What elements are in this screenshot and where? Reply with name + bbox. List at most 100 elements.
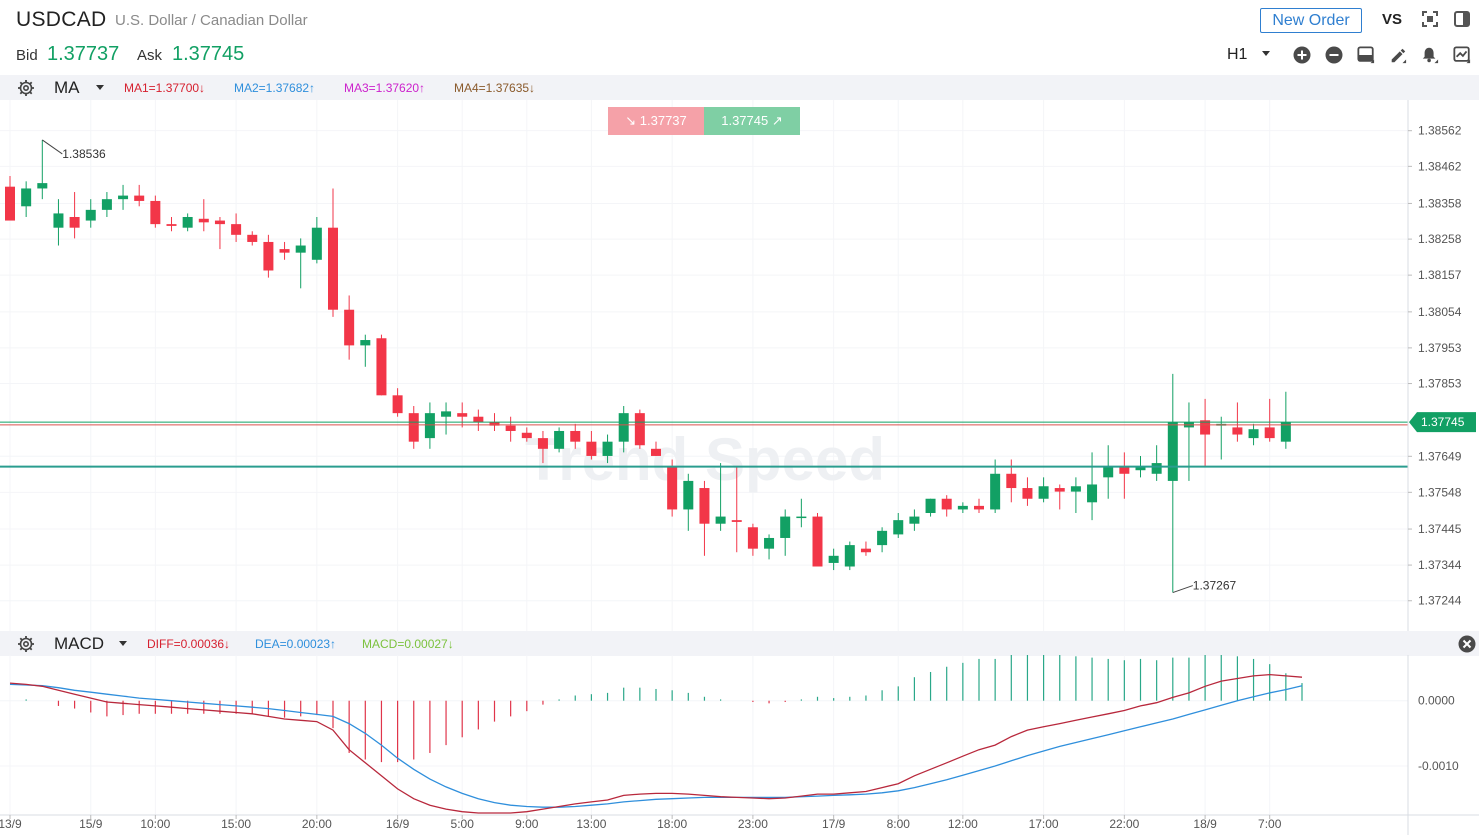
candle-body [1151, 463, 1162, 474]
candle-body [860, 548, 871, 553]
candle-body [166, 224, 177, 226]
macd-hist-value: MACD=0.00027↓ [362, 637, 454, 651]
candle-body [683, 480, 694, 510]
price-axis: 1.38562 1.38462 1.38358 1.38258 1.38157 1.380… [1407, 100, 1476, 631]
chevron-down-icon[interactable] [1262, 51, 1270, 56]
bid-label: Bid [16, 47, 38, 64]
price-tick-label: 1.38562 [1418, 124, 1462, 138]
timeframe-select[interactable]: H1 [1227, 46, 1248, 63]
macd-tick-label: 0.0000 [1418, 694, 1455, 708]
time-tick-label: 12:00 [948, 817, 978, 831]
candle-body [634, 413, 645, 446]
time-tick-label: 22:00 [1109, 817, 1139, 831]
time-tick-label: 9:00 [515, 817, 539, 831]
chart-type-icon[interactable] [1357, 46, 1375, 64]
candle-body [909, 516, 920, 524]
candle-body [925, 498, 936, 514]
candle-body [85, 209, 96, 221]
close-icon[interactable] [1458, 635, 1476, 658]
quick-buy-price: 1.37745 [721, 113, 769, 128]
candle-body [198, 218, 209, 223]
arrow-down-right-icon: ↘ [625, 113, 637, 128]
candle-body [214, 220, 225, 225]
price-tick-label: 1.37244 [1418, 594, 1462, 608]
vs-compare-button[interactable]: VS [1382, 11, 1403, 28]
macd-axis: 0.0000 -0.0010 [0, 655, 1479, 835]
candle-body [441, 411, 452, 417]
price-tick-label: 1.38462 [1418, 159, 1462, 173]
price-tick-label: 1.38157 [1418, 268, 1462, 282]
candle-body [101, 199, 112, 210]
candle-body [505, 425, 516, 431]
indicator-icon[interactable] [1453, 46, 1471, 64]
zoom-out-icon[interactable] [1325, 46, 1343, 64]
macd-diff-value: DIFF=0.00036↓ [147, 637, 231, 651]
panel-toggle-icon[interactable] [1453, 10, 1471, 28]
candle-body [118, 195, 129, 200]
candles [5, 139, 1291, 593]
new-order-button[interactable]: New Order [1260, 8, 1362, 33]
candle-body [53, 213, 64, 228]
symbol-title: USDCAD [16, 8, 107, 31]
candle-body [537, 438, 548, 449]
quick-sell-button[interactable]: ↘ 1.37737 [608, 107, 704, 135]
ma-indicator-name[interactable]: MA [54, 78, 80, 97]
candle-body [1038, 486, 1049, 499]
time-tick-label: 13:00 [576, 817, 606, 831]
candle-body [796, 516, 807, 519]
candle-body [1070, 486, 1081, 492]
ma-settings-gear-icon[interactable] [17, 79, 35, 102]
candle-body [1135, 466, 1146, 471]
price-tick-label: 1.38358 [1418, 196, 1462, 210]
candle-body [263, 241, 274, 271]
price-tick-label: 1.37445 [1418, 522, 1462, 536]
candle-body [812, 516, 823, 567]
candle-body [1006, 473, 1017, 489]
price-chart[interactable]: Trend Speed 1.38536 1.37267 1.38562 1.3846… [0, 100, 1479, 631]
quick-buy-button[interactable]: 1.37745 ↗ [704, 107, 800, 135]
macd-dea-value: DEA=0.00023↑ [255, 637, 337, 651]
candle-body [295, 245, 306, 253]
time-tick-label: 7:00 [1258, 817, 1282, 831]
price-tick-label: 1.37853 [1418, 377, 1462, 391]
candle-body [182, 216, 193, 228]
candle-body [489, 422, 500, 426]
ma2-value: MA2=1.37682↑ [234, 81, 316, 95]
ask-label: Ask [137, 47, 163, 64]
candle-body [957, 505, 968, 510]
candle-body [828, 555, 839, 563]
diff-line [9, 673, 1303, 814]
price-tick-label: 1.37548 [1418, 485, 1462, 499]
macd-settings-gear-icon[interactable] [17, 635, 35, 658]
fullscreen-icon[interactable] [1421, 10, 1439, 28]
candle-body [893, 520, 904, 535]
macd-indicator-name[interactable]: MACD [54, 634, 105, 653]
macd-chevron-down-icon[interactable] [119, 641, 127, 646]
time-tick-label: 15/9 [79, 817, 103, 831]
candle-body [877, 530, 888, 546]
price-tick-label: 1.37344 [1418, 558, 1462, 572]
ma-chevron-down-icon[interactable] [96, 85, 104, 90]
candle-body [941, 498, 952, 510]
candle-body [990, 473, 1001, 510]
draw-pen-icon[interactable] [1389, 46, 1407, 64]
candle-body [764, 537, 775, 549]
zoom-in-icon[interactable] [1293, 46, 1311, 64]
ask-value: 1.37745 [172, 43, 245, 65]
alert-bell-icon[interactable] [1421, 46, 1439, 64]
arrow-up-right-icon: ↗ [771, 113, 783, 128]
macd-chart[interactable]: 0.0000 -0.0010 13/9 15/9 10:00 15:00 20:00 16/… [0, 655, 1479, 835]
price-tick-label: 1.37953 [1418, 341, 1462, 355]
current-price-tag [1409, 412, 1476, 433]
price-lines [0, 421, 1408, 468]
candle-body [651, 448, 661, 456]
high-marker-label: 1.38536 [62, 147, 106, 161]
ma4-value: MA4=1.37635↓ [454, 81, 536, 95]
hilo-markers: 1.38536 1.37267 [42, 139, 1237, 594]
macd-grid [0, 655, 1408, 815]
low-marker-line [1172, 585, 1193, 594]
symbol-description: U.S. Dollar / Canadian Dollar [115, 12, 308, 29]
candle-body [1232, 427, 1243, 435]
high-marker-line [42, 139, 63, 155]
current-price-label: 1.37745 [1421, 415, 1465, 429]
